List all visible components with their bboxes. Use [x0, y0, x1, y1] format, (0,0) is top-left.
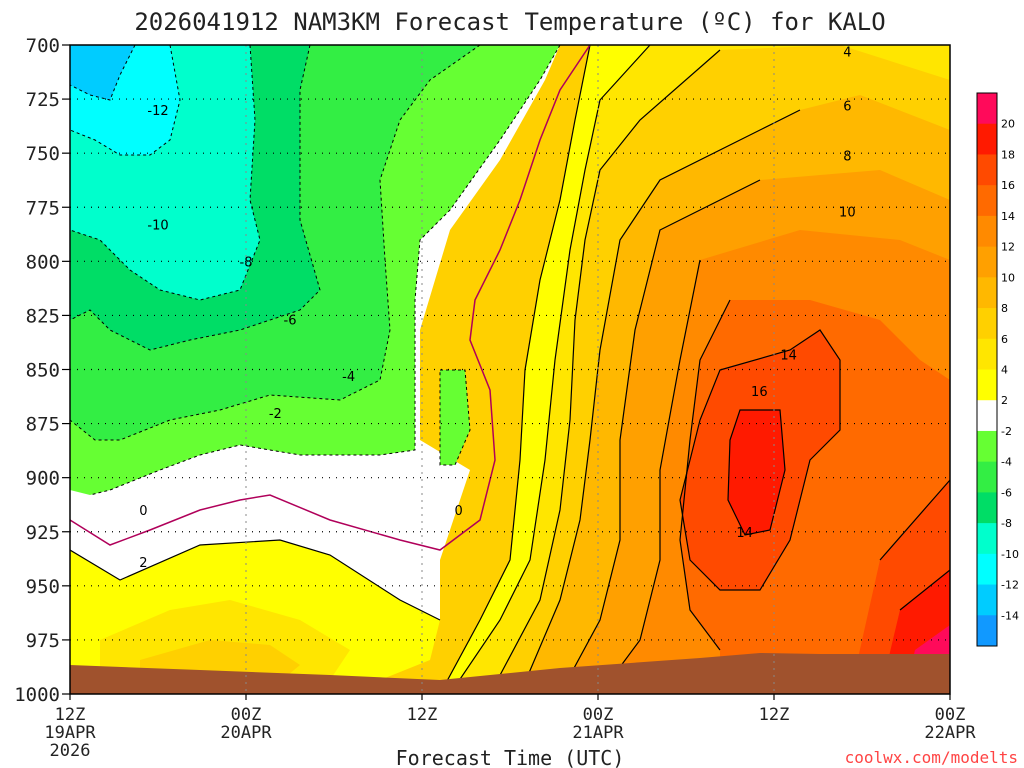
colorbar-label: 18 [1001, 148, 1015, 161]
y-tick-label: 950 [26, 576, 60, 598]
x-tick-label: 00Z [231, 705, 262, 725]
colorbar-swatch [977, 154, 997, 186]
colorbar-label: 4 [1001, 364, 1008, 377]
colorbar-label: 20 [1001, 118, 1015, 131]
x-tick-label: 21APR [572, 723, 624, 743]
contour-label: -8 [240, 255, 253, 270]
colorbar-legend: 20 18 16 14 12 10 8 6 4 2 -2 -4 -6 -8 -10 -12 -14 [976, 92, 1019, 647]
x-tick-label: 12Z [407, 705, 438, 725]
contour-label: -4 [342, 370, 355, 385]
colorbar-swatch [977, 553, 997, 586]
contour-label: 0 [139, 504, 147, 519]
x-tick-label: 00Z [935, 705, 966, 725]
y-axis: 700 725 750 775 800 825 850 875 900 925 950 975 1000 [14, 35, 70, 706]
y-tick-label: 725 [26, 89, 60, 111]
credit-text: coolwx.com/modelts [845, 748, 1018, 767]
colorbar-label: -14 [1001, 609, 1019, 622]
contour-label: 10 [839, 206, 856, 221]
colorbar-swatch [977, 369, 997, 401]
contour-label: 14 [780, 348, 797, 363]
x-tick-label: 20APR [220, 723, 272, 743]
contour-label: 6 [843, 100, 851, 115]
y-tick-label: 775 [26, 197, 60, 219]
y-tick-label: 1000 [14, 684, 60, 706]
y-tick-label: 925 [26, 522, 60, 544]
colorbar-label: 6 [1001, 333, 1008, 346]
colorbar-swatch [977, 492, 997, 524]
colorbar-swatch [977, 123, 997, 155]
x-tick-label: 19APR [44, 723, 96, 743]
colorbar-swatch [977, 215, 997, 248]
colorbar-swatch [977, 308, 997, 340]
y-tick-label: 850 [26, 360, 60, 382]
colorbar-swatch [977, 461, 997, 493]
colorbar-swatch [977, 615, 997, 647]
y-tick-label: 900 [26, 468, 60, 490]
colorbar-label: 16 [1001, 179, 1015, 192]
contour-label: 0 [455, 504, 463, 519]
colorbar-swatch [977, 523, 997, 555]
colorbar-label: 2 [1001, 394, 1008, 407]
colorbar-label: -12 [1001, 579, 1019, 592]
contour-label: 8 [843, 149, 851, 164]
colorbar-swatch [977, 584, 997, 616]
y-tick-label: 700 [26, 35, 60, 57]
colorbar-swatch [977, 246, 997, 278]
contour-label: -6 [284, 314, 297, 329]
contour-label: 4 [843, 45, 851, 60]
x-tick-label: 12Z [759, 705, 790, 725]
x-tick-label: 2026 [50, 741, 91, 761]
y-tick-label: 875 [26, 414, 60, 436]
colorbar-swatch [977, 400, 997, 432]
colorbar-label: -10 [1001, 548, 1019, 561]
colorbar-label: 12 [1001, 241, 1015, 254]
colorbar-label: -4 [1001, 456, 1012, 469]
colorbar-swatch [977, 338, 997, 370]
colorbar-label: -6 [1001, 486, 1012, 499]
y-tick-label: 800 [26, 251, 60, 273]
colorbar-label: -8 [1001, 517, 1012, 530]
colorbar-label: -2 [1001, 425, 1012, 438]
colorbar-swatch [977, 185, 997, 217]
contour-label: 16 [751, 385, 768, 400]
y-tick-label: 975 [26, 630, 60, 652]
x-tick-label: 22APR [924, 723, 976, 743]
colorbar-swatch [977, 430, 997, 463]
colorbar-swatch [977, 93, 997, 125]
contour-label: 14 [736, 526, 753, 541]
x-axis-label: Forecast Time (UTC) [396, 746, 625, 768]
contour-labels: -12 -10 -8 -6 -4 -2 0 0 2 4 6 8 10 14 16 14 [139, 45, 855, 571]
temperature-field [70, 45, 950, 694]
colorbar-label: 14 [1001, 210, 1015, 223]
contour-label: -10 [147, 219, 168, 234]
x-tick-label: 00Z [583, 705, 614, 725]
y-tick-label: 825 [26, 305, 60, 327]
colorbar-label: 8 [1001, 302, 1008, 315]
grid-lines [70, 45, 950, 694]
contour-label: -12 [147, 104, 168, 119]
colorbar-frame [976, 92, 998, 647]
y-tick-label: 750 [26, 143, 60, 165]
x-tick-label: 12Z [55, 705, 86, 725]
colorbar-swatch [977, 277, 997, 309]
contour-label: 2 [139, 556, 147, 571]
colorbar-label: 10 [1001, 271, 1015, 284]
chart-title: 2026041912 NAM3KM Forecast Temperature (… [134, 8, 885, 36]
contour-label: -2 [269, 407, 282, 422]
